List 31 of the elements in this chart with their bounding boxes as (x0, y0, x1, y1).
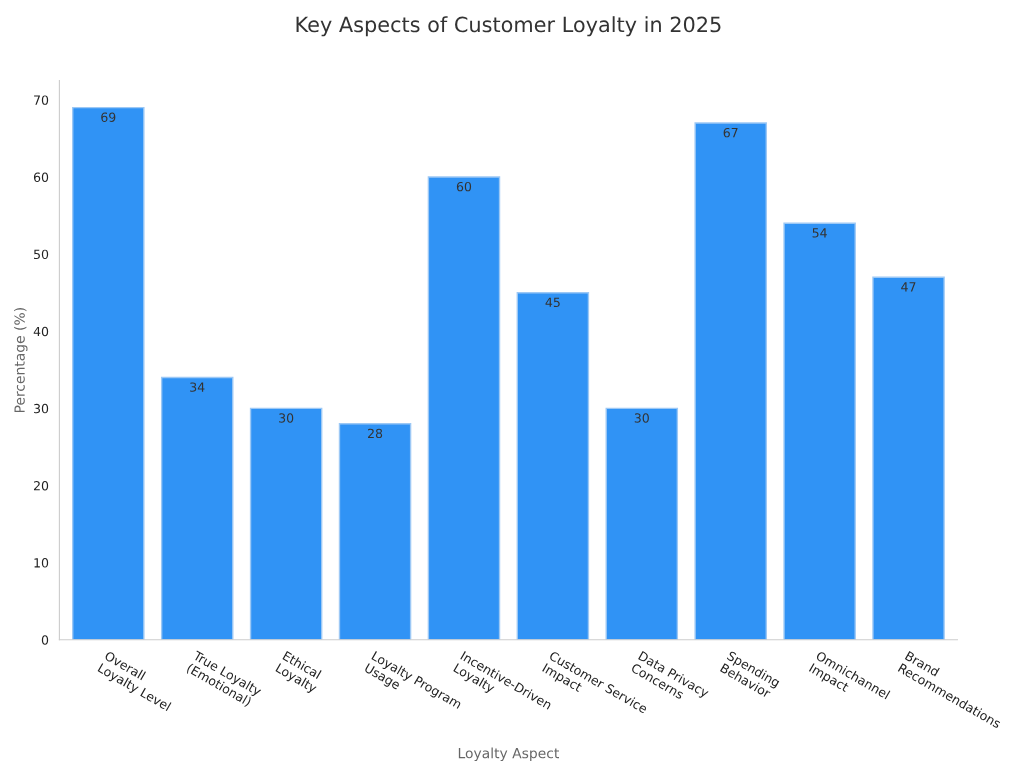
chart-title: Key Aspects of Customer Loyalty in 2025 (296, 16, 721, 37)
bar (783, 222, 856, 640)
data-label: 45 (545, 297, 560, 308)
y-tick-label: 10 (34, 558, 49, 568)
data-label: 60 (456, 181, 472, 192)
bar (427, 176, 501, 640)
data-label: 69 (101, 112, 116, 122)
y-tick-label: 40 (33, 326, 49, 337)
y-tick-label: 0 (41, 635, 49, 645)
bar (872, 276, 945, 640)
x-axis-title: Loyalty Aspect (458, 747, 559, 762)
data-label: 30 (279, 413, 294, 423)
bar (72, 106, 145, 640)
y-tick-label: 70 (34, 95, 49, 105)
bar (694, 122, 767, 640)
y-tick-label: 20 (33, 480, 49, 491)
bar (160, 376, 234, 640)
y-tick-label: 30 (34, 403, 49, 414)
bar (605, 407, 679, 640)
y-axis-title: Percentage (%) (14, 308, 28, 413)
bar (338, 423, 412, 640)
y-tick-label: 50 (34, 249, 49, 260)
data-label: 30 (634, 413, 649, 423)
bar (516, 292, 590, 640)
data-label: 28 (368, 428, 383, 439)
data-label: 67 (723, 127, 738, 138)
bar (249, 407, 323, 640)
data-label: 34 (190, 382, 205, 392)
data-label: 54 (812, 228, 827, 238)
data-label: 47 (901, 282, 916, 292)
y-tick-label: 60 (33, 172, 49, 182)
